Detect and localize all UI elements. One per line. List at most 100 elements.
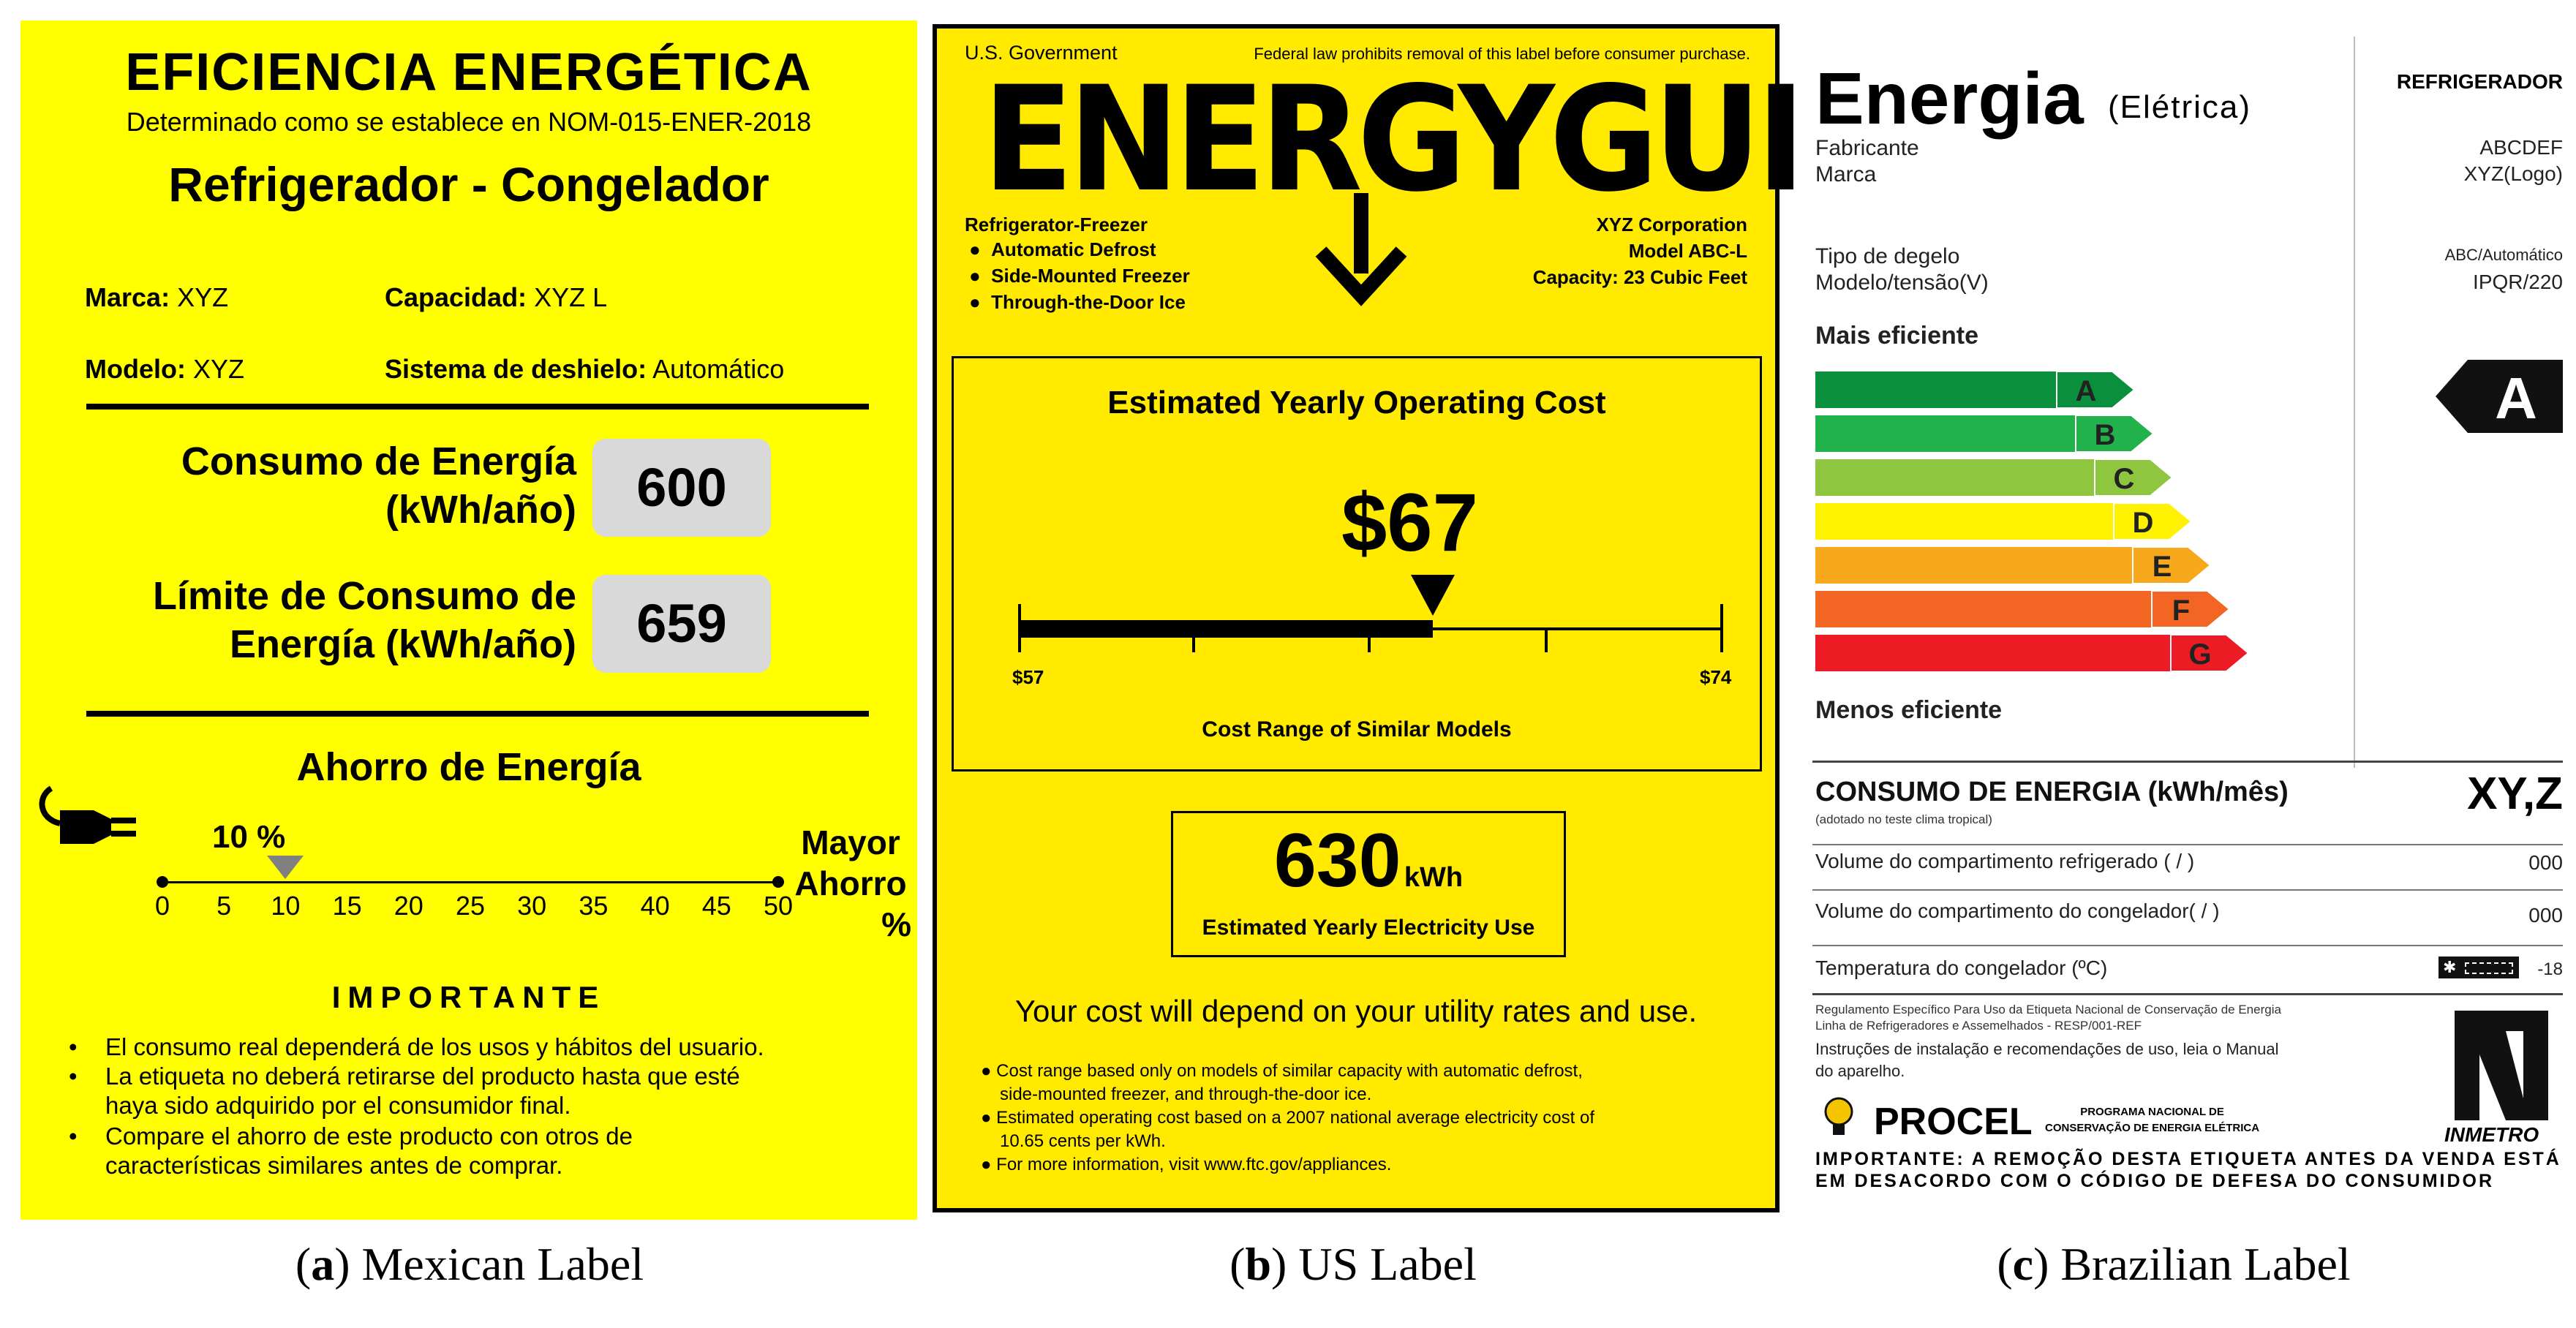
yearly-cost: $67 — [1341, 477, 1478, 568]
inmetro-label: INMETRO — [2444, 1123, 2539, 1146]
efficiency-bar-c: C — [1815, 459, 2174, 497]
ahorro-scale-line — [162, 881, 778, 883]
manufacturer-info: XYZ Corporation Model ABC-L Capacity: 23… — [1532, 214, 1747, 288]
bullet-3-cont: características similares antes de compr… — [105, 1152, 563, 1179]
operating-cost-box: Estimated Yearly Operating Cost $67 $57 … — [952, 356, 1762, 771]
temperatura-value: -18 — [2537, 959, 2563, 979]
ahorro-tick-label: 20 — [393, 891, 423, 921]
feature-list: ● Automatic Defrost ● Side-Mounted Freez… — [969, 238, 1190, 313]
divider — [1812, 993, 2563, 995]
cost-scale-fill — [1018, 620, 1433, 638]
divider — [86, 404, 869, 410]
efficiency-bar-a: A — [1815, 371, 2136, 409]
efficiency-letter: A — [2076, 375, 2097, 407]
ahorro-tick-label: 5 — [216, 891, 232, 921]
electricity-use-box: 630 kWh Estimated Yearly Electricity Use — [1171, 811, 1566, 957]
mexican-label: EFICIENCIA ENERGÉTICA Determinado como s… — [20, 20, 917, 1220]
scale-tick — [1368, 629, 1371, 652]
scale-end-dot — [772, 876, 784, 888]
down-arrow-icon — [1315, 193, 1407, 306]
plug-icon — [39, 785, 136, 844]
importante-heading: IMPORTANTE — [331, 980, 606, 1014]
vol-refrigerado: Volume do compartimento refrigerado ( / … — [1815, 850, 2195, 872]
mexican-subtitle: Determinado como se establece en NOM-015… — [126, 107, 812, 137]
efficiency-bar-e: E — [1815, 546, 2212, 584]
scale-tick — [1018, 604, 1021, 652]
deshielo-field: Sistema de deshielo: Automático — [385, 354, 785, 384]
modelo-label: Modelo/tensão(V) — [1815, 271, 1989, 295]
vol-congelador-value: 000 — [2528, 904, 2563, 927]
efficiency-bar-b: B — [1815, 415, 2155, 453]
remocao-warning: IMPORTANTE: A REMOÇÃO DESTA ETIQUETA ANT… — [1815, 1149, 2561, 1191]
marca-label: Marca — [1815, 162, 1877, 186]
mexican-title: EFICIENCIA ENERGÉTICA — [125, 43, 813, 102]
ahorro-tick-label: 30 — [517, 891, 547, 921]
bullet-1: • El consumo real dependerá de los usos y… — [69, 1033, 764, 1060]
procel-subtitle: PROGRAMA NACIONAL DE CONSERVAÇÃO DE ENERG… — [2045, 1106, 2260, 1134]
degelo-value: ABC/Automático — [2444, 246, 2563, 264]
divider — [86, 711, 869, 717]
law-notice: Federal law prohibits removal of this la… — [1254, 45, 1750, 63]
ahorro-tick-label: 40 — [640, 891, 670, 921]
limite-value: 659 — [592, 575, 771, 673]
mayor-ahorro-label: Mayor Ahorro% — [794, 823, 911, 943]
consumo-note: (adotado no teste clima tropical) — [1815, 812, 1992, 826]
kwh-label: Estimated Yearly Electricity Use — [1202, 916, 1535, 940]
bullet-2: • La etiqueta no deberá retirarse del pro… — [69, 1063, 740, 1090]
fabricante-value: ABCDEF — [2479, 136, 2563, 159]
bullet-3: • Compare el ahorro de este producto con … — [69, 1123, 633, 1150]
marca-field: Marca: XYZ — [85, 282, 229, 312]
cost-marker — [1410, 575, 1455, 616]
rating-badge: A — [2436, 360, 2563, 433]
temperatura: Temperatura do congelador (ºC) — [1815, 957, 2108, 979]
efficiency-letter: G — [2188, 638, 2211, 671]
cost-depends-note: Your cost will depend on your utility ra… — [1014, 994, 1698, 1028]
range-max: $74 — [1700, 666, 1732, 688]
scale-tick — [1720, 604, 1723, 652]
degelo-label: Tipo de degelo — [1815, 244, 1960, 268]
us-label: U.S. Government Federal law prohibits re… — [933, 24, 1997, 1212]
limite-label: Límite de Consumo de Energía (kWh/año) — [152, 574, 576, 666]
efficiency-bar-g: G — [1815, 634, 2250, 672]
eletrica-subtitle: (Elétrica) — [2108, 89, 2252, 125]
inmetro-logo — [2455, 1011, 2548, 1120]
scale-tick — [1545, 629, 1548, 652]
instrucoes: Instruções de instalação e recomendações… — [1815, 1040, 2279, 1080]
menos-eficiente: Menos eficiente — [1815, 696, 2003, 724]
caption-b: (b) US Label — [1229, 1238, 1477, 1290]
vertical-divider — [2354, 37, 2355, 768]
procel-logo: PROCEL — [1874, 1101, 2033, 1143]
consumo-label: CONSUMO DE ENERGIA (kWh/mês) — [1815, 777, 2289, 807]
vol-refrigerado-value: 000 — [2528, 851, 2563, 874]
kwh-usage: 630 kWh — [1273, 818, 1464, 903]
brazilian-label: Energia (Elétrica) REFRIGERADOR Fabrican… — [1812, 22, 2563, 1221]
modelo-field: Modelo: XYZ — [85, 354, 245, 384]
efficiency-bar-f: F — [1815, 590, 2231, 628]
consumo-label: Consumo de Energía (kWh/año) — [181, 439, 576, 532]
divider — [1812, 889, 2563, 891]
vol-congelador: Volume do compartimento do congelador( /… — [1815, 899, 2220, 922]
efficiency-letter: E — [2153, 551, 2172, 583]
divider — [1812, 761, 2563, 763]
capacidad-field: Capacidad: XYZ L — [385, 282, 608, 312]
consumo-value: XY,Z — [2467, 769, 2563, 819]
freezer-stars-icon: ✱ — [2438, 957, 2519, 978]
mexican-product: Refrigerador - Congelador — [168, 157, 769, 211]
marca-value: XYZ(Logo) — [2463, 162, 2563, 185]
divider — [1812, 844, 2563, 845]
us-government: U.S. Government — [965, 42, 1118, 64]
bullet-2-cont: haya sido adquirido por el consumidor fi… — [105, 1092, 571, 1119]
rating-letter: A — [2495, 366, 2537, 431]
lightbulb-icon — [1824, 1097, 1853, 1135]
ahorro-value: 10 % — [212, 819, 286, 855]
cost-title: Estimated Yearly Operating Cost — [1107, 385, 1606, 420]
ahorro-tick-label: 0 — [154, 891, 170, 921]
ahorro-tick-label: 10 — [271, 891, 301, 921]
efficiency-letter: F — [2172, 595, 2190, 627]
scale-tick — [1192, 629, 1195, 652]
efficiency-letter: C — [2114, 463, 2135, 495]
efficiency-letter: D — [2133, 507, 2154, 539]
modelo-value: IPQR/220 — [2473, 271, 2563, 293]
mais-eficiente: Mais eficiente — [1815, 322, 1978, 350]
